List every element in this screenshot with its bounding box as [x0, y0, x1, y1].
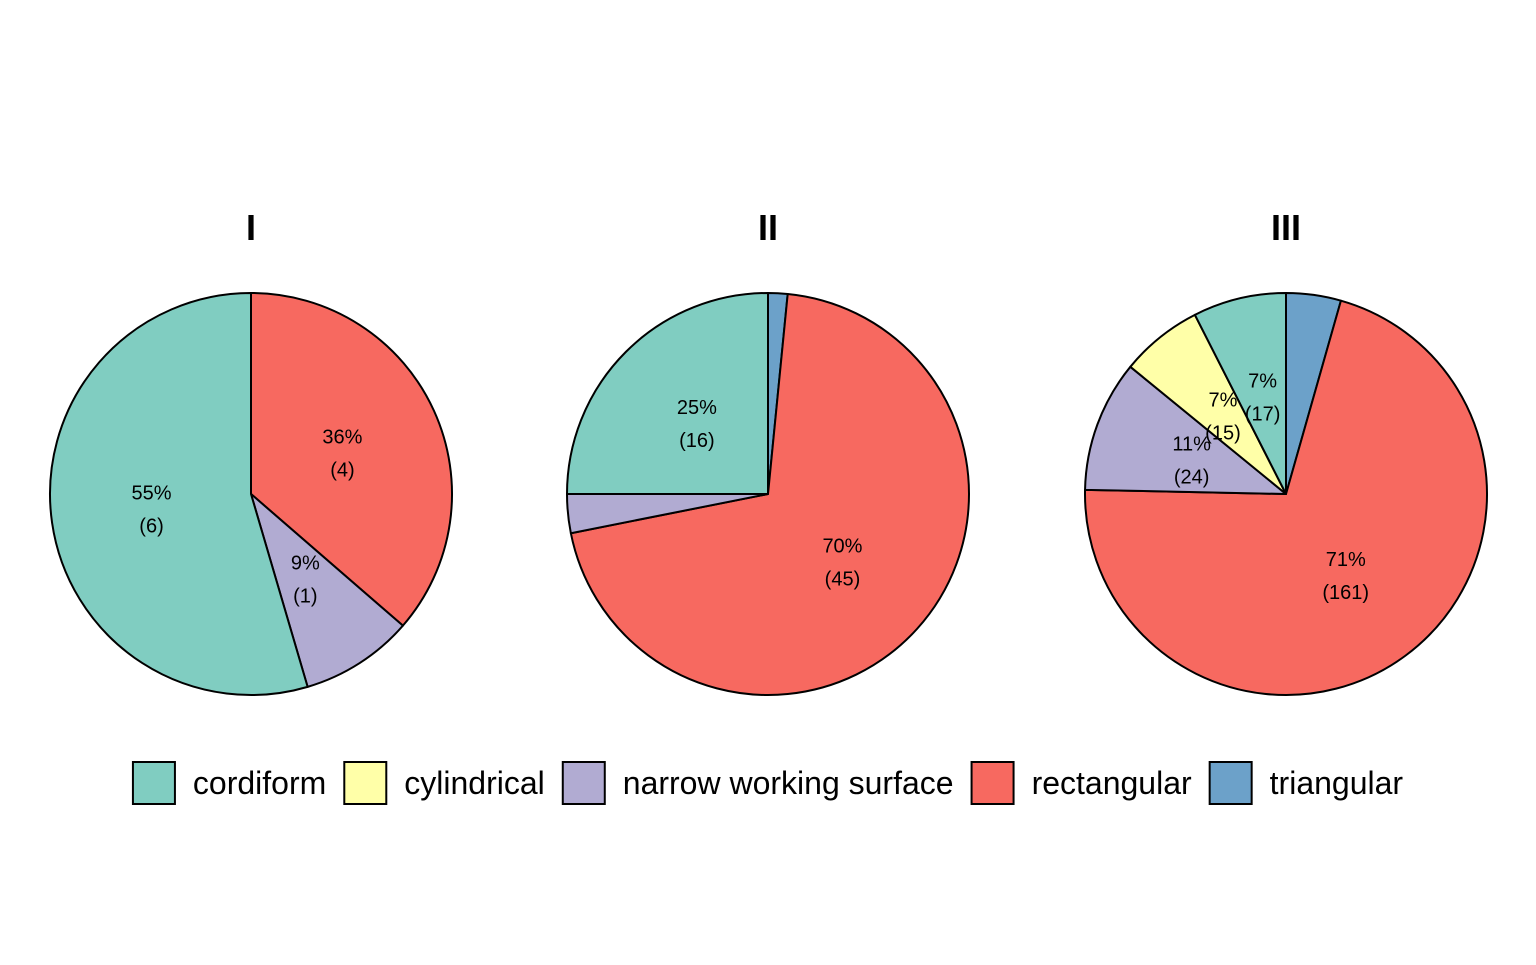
- chart-title: III: [1271, 207, 1301, 248]
- pie-slice-rectangular: [250, 292, 453, 627]
- pie-slice-cordiform: [49, 292, 309, 696]
- slice-percent-label: 7%: [1248, 370, 1277, 392]
- slice-percent-label: 9%: [291, 553, 320, 575]
- slice-count-label: (17): [1245, 403, 1281, 425]
- pie-slice-narrow-working-surface: [1084, 365, 1287, 495]
- chart-title: I: [246, 207, 256, 248]
- slice-percent-label: 7%: [1208, 390, 1237, 412]
- pie-slice-narrow-working-surface: [250, 493, 404, 688]
- slice-percent-label: 11%: [1172, 433, 1211, 455]
- legend: cordiform cylindrical narrow working surfa…: [131, 761, 1404, 805]
- slice-percent-label: 70%: [822, 535, 862, 557]
- chart-title: II: [758, 207, 778, 248]
- slice-count-label: (161): [1322, 582, 1369, 604]
- slice-percent-label: 25%: [677, 397, 717, 419]
- legend-label-narrow-working-surface: narrow working surface: [623, 765, 954, 801]
- pie-slice-rectangular: [569, 292, 970, 696]
- slice-count-label: (1): [293, 586, 317, 608]
- legend-swatch-triangular: [1208, 761, 1253, 805]
- slice-count-label: (6): [139, 515, 163, 537]
- legend-swatch-narrow-working-surface: [561, 761, 606, 805]
- legend-label-rectangular: rectangular: [1032, 765, 1192, 801]
- legend-label-triangular: triangular: [1270, 765, 1404, 801]
- legend-swatch-rectangular: [970, 761, 1015, 805]
- slice-count-label: (24): [1174, 466, 1210, 488]
- pie-chart-1: I 36% (4) 9% (1) 55% (6): [49, 207, 453, 696]
- pie-chart-3: III 71% (161) 11% (24) 7% (15) 7% (17): [1084, 207, 1488, 696]
- legend-swatch-cylindrical: [343, 761, 388, 805]
- pie-slice-cordiform: [566, 292, 769, 495]
- legend-label-cylindrical: cylindrical: [404, 765, 544, 801]
- slice-count-label: (45): [825, 568, 861, 590]
- legend-label-cordiform: cordiform: [193, 765, 326, 801]
- slice-count-label: (4): [330, 459, 354, 481]
- pie-chart-2: II 70% (45) 25% (16): [566, 207, 970, 696]
- legend-swatch-cordiform: [131, 761, 176, 805]
- slice-percent-label: 55%: [132, 482, 172, 504]
- slice-count-label: (16): [679, 430, 715, 452]
- slice-percent-label: 71%: [1326, 549, 1366, 571]
- slice-count-label: (15): [1205, 423, 1241, 445]
- pie-slice-cordiform: [1193, 292, 1287, 495]
- pie-slice-rectangular: [1084, 299, 1488, 696]
- slice-percent-label: 36%: [322, 426, 362, 448]
